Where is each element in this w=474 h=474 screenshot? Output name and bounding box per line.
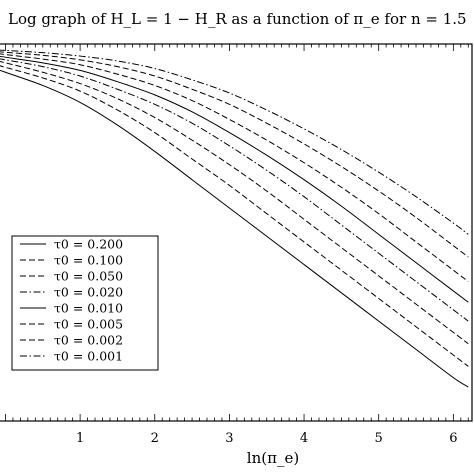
series-line: [0, 51, 469, 258]
series-line: [0, 69, 469, 388]
x-axis-label: ln(π_e): [247, 449, 299, 467]
legend-label: τ0 = 0.010: [54, 301, 123, 316]
series-lines: [0, 49, 469, 388]
legend-label: τ0 = 0.100: [54, 253, 123, 268]
legend-label: τ0 = 0.020: [54, 285, 123, 300]
x-tick-label: 6: [449, 431, 457, 446]
series-line: [0, 58, 469, 322]
x-tick-label: 1: [76, 431, 84, 446]
x-tick-label: 5: [375, 431, 383, 446]
x-tick-label: 2: [151, 431, 159, 446]
legend-label: τ0 = 0.200: [54, 237, 123, 252]
series-line: [0, 60, 469, 345]
x-tick-label: 3: [225, 431, 233, 446]
series-line: [0, 49, 469, 235]
legend-box: [11, 235, 159, 371]
series-line: [0, 55, 469, 303]
legend-label: τ0 = 0.002: [54, 333, 123, 348]
plot-frame: [0, 43, 473, 422]
series-line: [0, 65, 469, 367]
x-axis-ticks: 1 2 3 4 5 6: [5, 44, 469, 446]
series-line: [0, 53, 469, 282]
x-tick-label: 4: [300, 431, 308, 446]
chart-title: Log graph of H_L = 1 − H_R as a function…: [8, 10, 467, 28]
legend-label: τ0 = 0.001: [54, 349, 123, 364]
legend-label: τ0 = 0.005: [54, 317, 123, 332]
legend-label: τ0 = 0.050: [54, 269, 123, 284]
